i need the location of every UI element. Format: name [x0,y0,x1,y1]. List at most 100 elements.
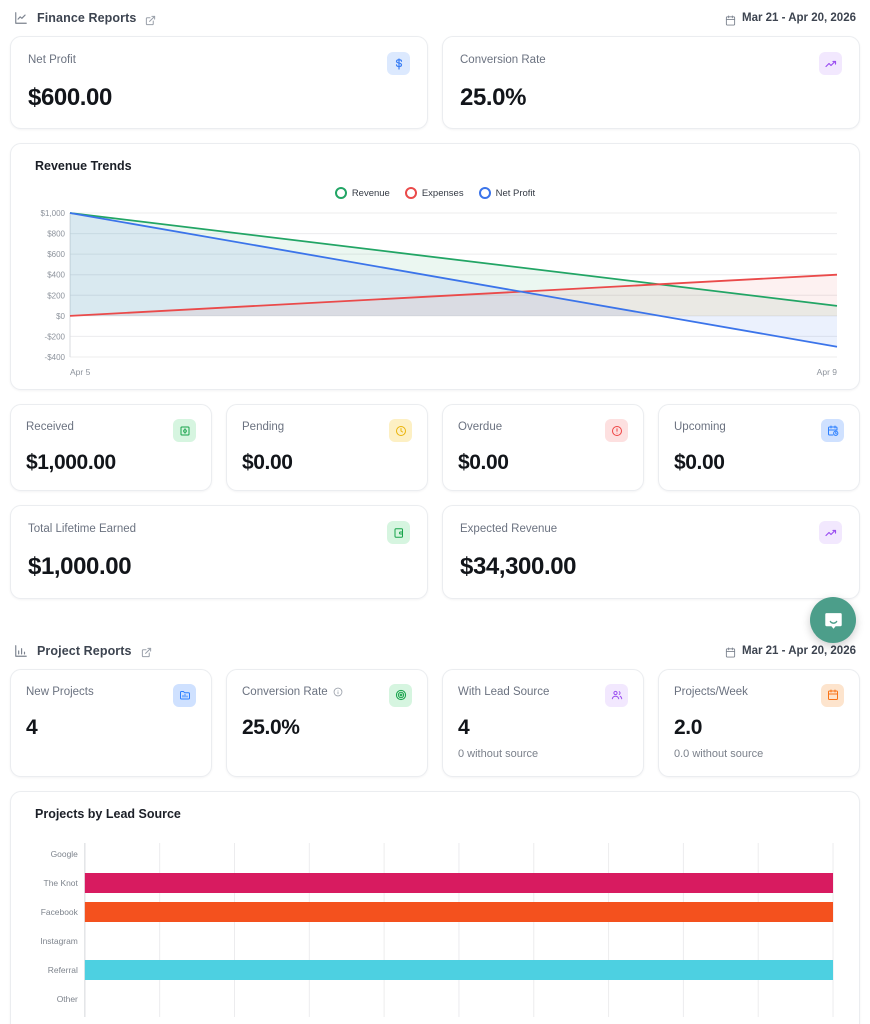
bar-facebook[interactable] [84,901,834,922]
project-title-group[interactable]: Project Reports [14,644,152,658]
stat-value: $0.00 [242,451,293,475]
stat-label: Overdue [458,421,503,434]
stat-label: Upcoming [674,421,726,434]
stat-card-overdue[interactable]: Overdue $0.00 [442,404,644,492]
info-icon[interactable] [333,687,343,697]
external-link-icon[interactable] [145,13,156,25]
stat-card-projects-per-week[interactable]: Projects/Week 2.0 0.0 without source [658,668,860,777]
revenue-trends-title: Revenue Trends [35,159,132,174]
finance-top-cards-row: Net Profit $600.00 Conversion Rate 25.0% [10,36,860,130]
finance-date-range-label: Mar 21 - Apr 20, 2026 [742,12,856,24]
category-labels: Google The Knot Facebook Instagram Refer… [40,849,78,1004]
line-chart-icon [14,11,28,25]
projects-by-lead-source-card: Projects by Lead Source [10,790,860,1024]
x-tick: Apr 5 [70,367,91,377]
wallet-icon [387,521,410,545]
bar-referral[interactable] [84,959,834,980]
alert-circle-icon [605,419,628,443]
external-link-icon[interactable] [141,645,152,658]
revenue-line [69,212,838,308]
legend-item-revenue[interactable]: Revenue [334,187,390,200]
category-label: Google [51,849,79,859]
y-tick: $0 [56,312,65,321]
stat-card-received[interactable]: Received $1,000.00 [10,404,212,492]
y-tick: -$200 [45,333,66,342]
project-date-range-label: Mar 21 - Apr 20, 2026 [742,644,856,657]
finance-totals-row: Total Lifetime Earned $1,000.00 Expected… [10,505,860,599]
stat-value: 25.0% [242,715,300,739]
calendar-clock-icon [821,419,844,443]
revenue-area [70,213,837,317]
folder-chart-icon [173,683,196,707]
stat-card-with-lead-source[interactable]: With Lead Source 4 0 without source [442,668,644,777]
project-date-range-picker[interactable]: Mar 21 - Apr 20, 2026 [725,644,856,658]
legend-item-net-profit[interactable]: Net Profit [478,187,536,200]
stat-label: Conversion Rate [242,684,343,698]
lead-source-chart-title: Projects by Lead Source [35,806,181,821]
revenue-trends-svg: $1,000 $800 $600 $400 $200 $0 -$200 -$40… [41,209,838,377]
trending-up-icon [819,521,842,545]
stat-label: Projects/Week [674,685,748,698]
chat-bubble-icon [824,612,842,629]
stat-label: Received [26,421,74,434]
chat-widget-button[interactable] [810,597,856,643]
stat-card-total-lifetime-earned[interactable]: Total Lifetime Earned $1,000.00 [10,505,428,599]
clock-icon [389,419,412,443]
stat-card-upcoming[interactable]: Upcoming $0.00 [658,404,860,492]
y-axis-ticks: $1,000 $800 $600 $400 $200 $0 -$200 -$40… [41,209,66,362]
y-tick: $200 [47,292,65,301]
revenue-trends-chart-card: Revenue Trends Revenue Expenses Net Prof… [10,143,860,391]
lead-source-plot: Google The Knot Facebook Instagram Refer… [25,835,845,1024]
users-icon [605,683,628,707]
finance-title-group[interactable]: Finance Reports [14,11,156,25]
bar-chart-icon [14,644,28,658]
stat-label: Total Lifetime Earned [28,523,137,536]
x-tick: Apr 9 [817,367,838,377]
stat-card-pending[interactable]: Pending $0.00 [226,404,428,492]
project-section-header: Project Reports Mar 21 - Apr 20, 2026 [10,633,860,669]
legend-marker-net-profit [478,187,491,200]
stat-card-conversion-rate[interactable]: Conversion Rate 25.0% [442,36,860,130]
y-tick: $1,000 [41,209,66,218]
stat-value: $1,000.00 [28,553,132,581]
stat-card-net-profit[interactable]: Net Profit $600.00 [10,36,428,130]
legend-item-expenses[interactable]: Expenses [404,187,464,200]
y-tick: $800 [47,230,65,239]
stat-value: 4 [26,715,38,739]
x-axis-ticks: Apr 5 Apr 9 [70,367,837,377]
legend-label: Revenue [351,187,390,199]
finance-payment-cards-row: Received $1,000.00 Pending $0.00 [10,404,860,492]
finance-section-title: Finance Reports [37,11,137,25]
expenses-line [69,274,838,318]
y-tick: -$400 [45,353,66,362]
stat-value: 25.0% [460,84,527,111]
stat-value: $600.00 [28,84,112,111]
lead-source-svg: Google The Knot Facebook Instagram Refer… [40,842,834,1017]
stat-label: With Lead Source [458,685,550,698]
category-label: Referral [48,965,78,975]
category-label: The Knot [44,878,79,888]
project-cards-row: New Projects 4 Conversion Rate [10,668,860,777]
trending-up-icon [819,52,842,75]
legend-label: Net Profit [495,187,536,199]
stat-label: New Projects [26,685,94,698]
finance-section-header: Finance Reports Mar 21 - Apr 20, 2026 [10,0,860,36]
stat-card-expected-revenue[interactable]: Expected Revenue $34,300.00 [442,505,860,599]
stat-value: $1,000.00 [26,451,116,475]
revenue-trends-plot: $1,000 $800 $600 $400 $200 $0 -$200 -$40… [25,203,845,381]
finance-date-range-picker[interactable]: Mar 21 - Apr 20, 2026 [725,12,856,26]
category-label: Other [57,994,78,1004]
stat-sub-label: 0.0 without source [674,747,764,760]
revenue-trends-legend: Revenue Expenses Net Profit [25,187,845,200]
stat-label: Pending [242,421,285,434]
stat-value: $0.00 [458,451,509,475]
stat-card-project-conversion-rate[interactable]: Conversion Rate 25.0% [226,668,428,777]
y-tick: $600 [47,251,65,260]
stat-label: Conversion Rate [460,54,546,66]
stat-card-new-projects[interactable]: New Projects 4 [10,668,212,777]
dollar-sign-icon [387,52,410,75]
stat-value: $34,300.00 [460,553,577,581]
bar-the-knot[interactable] [84,872,834,893]
project-section-title: Project Reports [37,643,132,658]
